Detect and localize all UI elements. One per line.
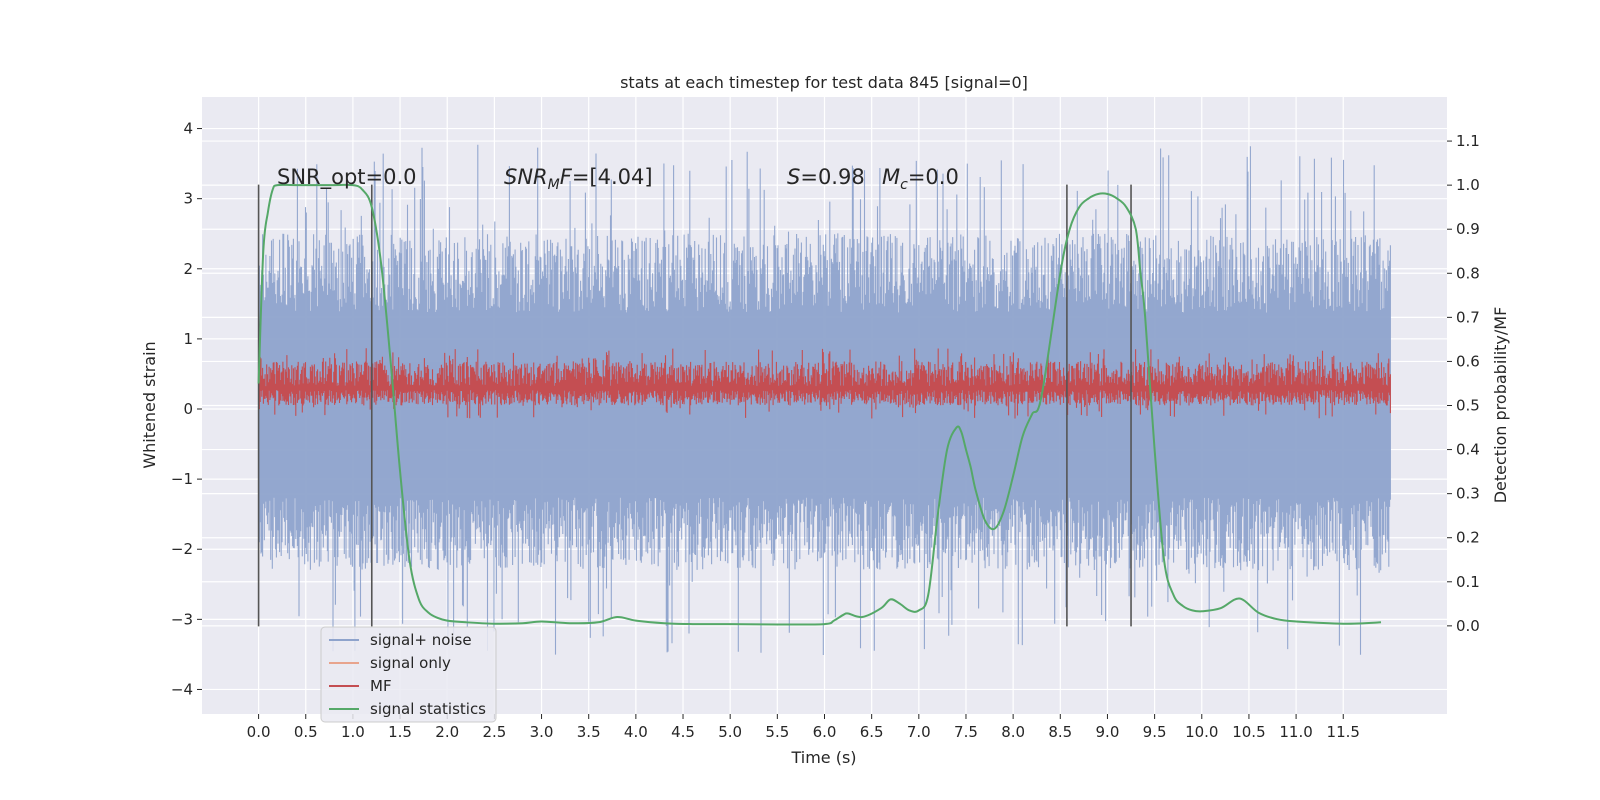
mc-sub: c (900, 177, 908, 193)
y-tick-label: −2 (171, 540, 193, 558)
x-tick-label: 10.0 (1185, 723, 1218, 741)
y2-tick-label: 0.7 (1456, 308, 1480, 326)
signal-statistics-line (257, 183, 1382, 626)
y-tick-label: 4 (183, 120, 193, 138)
x-tick-label: 6.0 (813, 723, 837, 741)
y2-tick-label: 0.3 (1456, 485, 1480, 503)
x-tick-label: 6.5 (860, 723, 884, 741)
y-tick-label: −3 (171, 610, 193, 628)
x-tick-label: 3.5 (577, 723, 601, 741)
legend-box (320, 626, 497, 723)
x-tick-label: 5.5 (765, 723, 789, 741)
x-tick-label: 7.0 (907, 723, 931, 741)
x-tick-label: 1.0 (341, 723, 365, 741)
annotation-s: S=0.98 (787, 165, 865, 189)
x-axis-ticks: 0.0 0.5 1.0 1.5 2.0 2.5 3.0 3.5 4.0 4.5 5.0 5.5 6.0 6… (247, 714, 1360, 741)
x-tick-label: 3.0 (530, 723, 554, 741)
x-tick-label: 8.0 (1001, 723, 1025, 741)
x-tick-label: 0.5 (294, 723, 318, 741)
y-tick-label: 1 (183, 330, 193, 348)
y2-tick-label: 0.2 (1456, 529, 1480, 547)
x-axis-label: Time (s) (790, 748, 856, 767)
y2-tick-label: 0.4 (1456, 441, 1480, 459)
legend-label-mf: MF (370, 677, 392, 695)
y-tick-label: 3 (183, 190, 193, 208)
mc-value: =0.0 (908, 165, 959, 189)
snr-mf-name: SNR (504, 165, 548, 189)
y-axis-ticks: 4 3 2 1 0 −1 −2 −3 −4 (171, 120, 202, 698)
x-tick-label: 4.0 (624, 723, 648, 741)
x-tick-label: 4.5 (671, 723, 695, 741)
x-tick-label: 11.5 (1327, 723, 1360, 741)
x-tick-label: 2.0 (435, 723, 459, 741)
y2-axis-ticks: 1.1 1.0 0.9 0.8 0.7 0.6 0.5 0.4 0.3 0.2 0.1 0.0 (1447, 132, 1480, 635)
chart-title: stats at each timestep for test data 845… (620, 73, 1028, 92)
signal-statistics-series (257, 183, 1382, 626)
y2-tick-label: 0.6 (1456, 352, 1480, 370)
s-value: =0.98 (800, 165, 864, 189)
x-tick-label: 0.0 (247, 723, 271, 741)
x-tick-label: 9.0 (1096, 723, 1120, 741)
legend-label-signal-noise: signal+ noise (370, 631, 472, 649)
x-tick-label: 10.5 (1232, 723, 1265, 741)
y2-tick-label: 0.9 (1456, 220, 1480, 238)
legend-label-signal-statistics: signal statistics (370, 700, 486, 718)
y2-tick-label: 1.0 (1456, 176, 1480, 194)
x-tick-label: 11.0 (1279, 723, 1312, 741)
y-tick-label: 2 (183, 260, 193, 278)
y-tick-label: −1 (171, 470, 193, 488)
y2-tick-label: 0.0 (1456, 617, 1480, 635)
annotation-snr-opt: SNR_opt=0.0 (277, 165, 417, 190)
x-tick-label: 8.5 (1048, 723, 1072, 741)
y2-tick-label: 0.5 (1456, 397, 1480, 415)
legend-label-signal-only: signal only (370, 654, 451, 672)
x-tick-label: 9.5 (1143, 723, 1167, 741)
x-tick-label: 5.0 (718, 723, 742, 741)
legend: signal+ noise signal only MF signal stat… (320, 626, 497, 723)
mc-symbol: M (882, 165, 900, 189)
annotation-snr-mf: SNRMF=[4.04] (504, 165, 653, 193)
y2-axis-label: Detection probability/MF (1491, 307, 1510, 504)
y2-tick-label: 1.1 (1456, 132, 1480, 150)
x-tick-label: 7.5 (954, 723, 978, 741)
y-tick-label: 0 (183, 400, 193, 418)
x-tick-label: 2.5 (482, 723, 506, 741)
snr-mf-value: =[4.04] (572, 165, 653, 189)
y-axis-label: Whitened strain (140, 341, 159, 468)
vertical-markers (257, 184, 1132, 627)
snr-mf-sub: M (548, 177, 560, 193)
y2-tick-label: 0.8 (1456, 264, 1480, 282)
s-symbol: S (787, 165, 800, 189)
y-tick-label: −4 (171, 680, 193, 698)
annotation-mc: Mc=0.0 (882, 165, 959, 193)
x-tick-label: 1.5 (388, 723, 412, 741)
y2-tick-label: 0.1 (1456, 573, 1480, 591)
snr-mf-tail: F (560, 165, 573, 189)
